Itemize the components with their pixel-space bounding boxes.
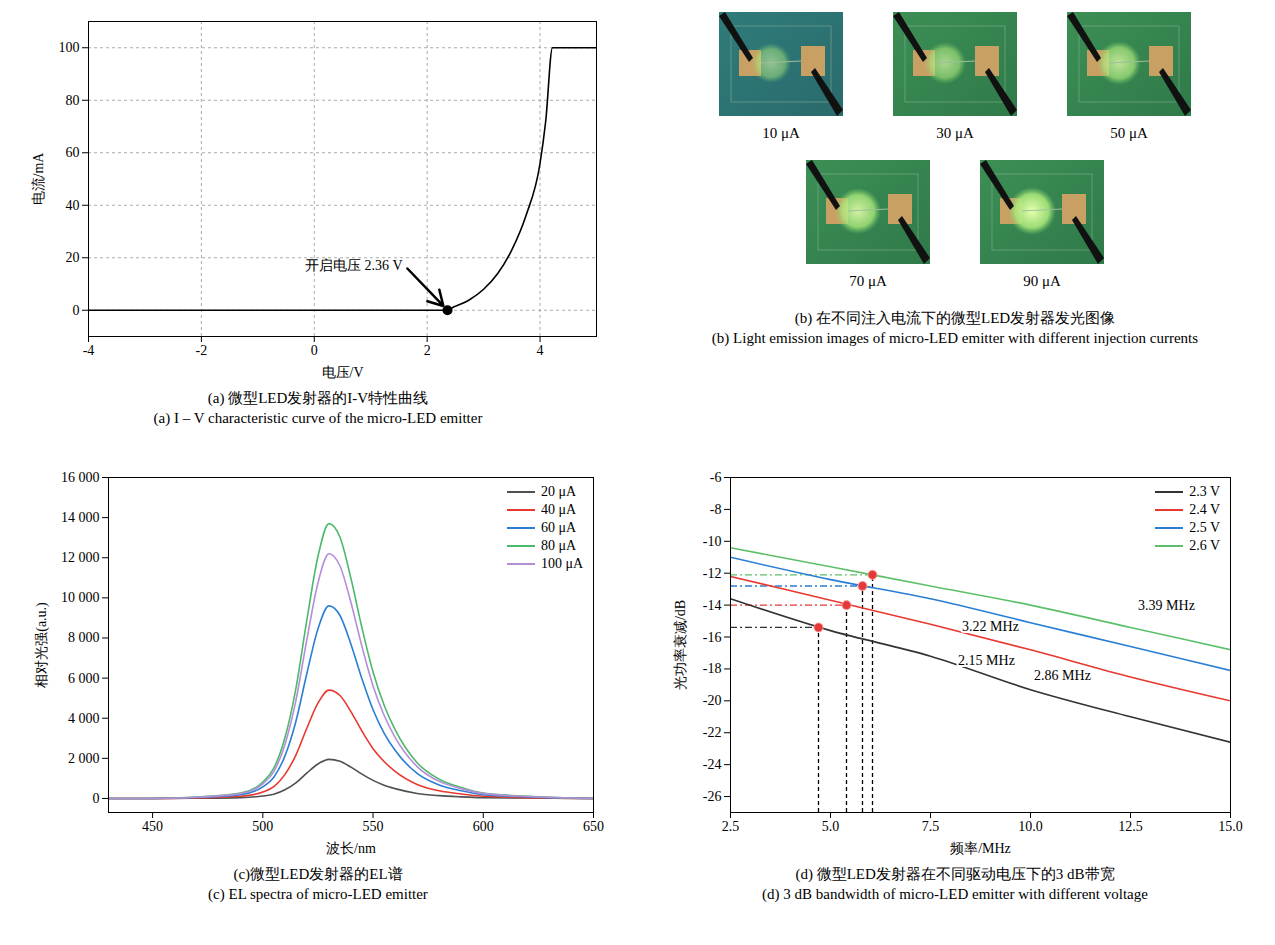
- svg-text:2: 2: [424, 343, 431, 358]
- svg-text:-8: -8: [710, 502, 722, 517]
- svg-text:-20: -20: [703, 693, 722, 708]
- svg-text:2.5: 2.5: [722, 819, 740, 834]
- svg-text:-22: -22: [703, 725, 722, 740]
- html-text:(d) 微型LED发射器在不同驱动电压下的3 dB带宽: (d) 微型LED发射器在不同驱动电压下的3 dB带宽: [795, 866, 1115, 882]
- svg-text:20: 20: [66, 250, 80, 265]
- svg-text:10 μA: 10 μA: [762, 125, 800, 141]
- svg-text:0: 0: [93, 791, 100, 806]
- svg-text:100: 100: [59, 40, 80, 55]
- svg-text:50 μA: 50 μA: [1110, 125, 1148, 141]
- html-text:2.5 V: 2.5 V: [1189, 520, 1220, 535]
- svg-text:-16: -16: [703, 630, 722, 645]
- svg-text:40: 40: [66, 198, 80, 213]
- html-text:40 μA: 40 μA: [540, 502, 576, 517]
- svg-text:3.39 MHz: 3.39 MHz: [1138, 598, 1195, 613]
- svg-text:0: 0: [73, 303, 80, 318]
- svg-text:650: 650: [583, 819, 604, 834]
- svg-text:4: 4: [537, 343, 544, 358]
- svg-text:电流/mA: 电流/mA: [31, 152, 46, 206]
- html-text:100 μA: 100 μA: [540, 556, 583, 571]
- svg-text:16 000: 16 000: [61, 470, 100, 485]
- svg-text:光功率衰减/dB: 光功率衰减/dB: [673, 600, 688, 690]
- html-text:20 μA: 20 μA: [540, 484, 576, 499]
- svg-text:4 000: 4 000: [68, 711, 100, 726]
- svg-text:3.22 MHz: 3.22 MHz: [962, 619, 1019, 634]
- svg-text:30 μA: 30 μA: [936, 125, 974, 141]
- svg-text:10.0: 10.0: [1018, 819, 1043, 834]
- svg-text:60: 60: [66, 145, 80, 160]
- html-text:2.4 V: 2.4 V: [1189, 502, 1220, 517]
- svg-text:频率/MHz: 频率/MHz: [950, 841, 1011, 856]
- html-text:60 μA: 60 μA: [540, 520, 576, 535]
- html-text:80 μA: 80 μA: [540, 538, 576, 553]
- svg-text:2.15 MHz: 2.15 MHz: [958, 653, 1015, 668]
- svg-text:500: 500: [252, 819, 273, 834]
- svg-text:2.86 MHz: 2.86 MHz: [1034, 668, 1091, 683]
- svg-text:80: 80: [66, 93, 80, 108]
- svg-text:波长/nm: 波长/nm: [326, 841, 376, 856]
- svg-text:开启电压 2.36 V: 开启电压 2.36 V: [305, 258, 403, 273]
- svg-text:2 000: 2 000: [68, 751, 100, 766]
- svg-text:-6: -6: [710, 470, 722, 485]
- svg-text:70 μA: 70 μA: [849, 273, 887, 289]
- html-text:(c)微型LED发射器的EL谱: (c)微型LED发射器的EL谱: [233, 866, 403, 882]
- svg-text:14 000: 14 000: [61, 510, 100, 525]
- svg-text:-12: -12: [703, 566, 722, 581]
- svg-text:15.0: 15.0: [1218, 819, 1243, 834]
- html-text:(a) I – V characteristic curve: (a) I – V characteristic curve of the mi…: [153, 410, 483, 426]
- svg-text:-26: -26: [703, 789, 722, 804]
- svg-text:电压/V: 电压/V: [322, 365, 364, 380]
- html-text:2.3 V: 2.3 V: [1189, 484, 1220, 499]
- html-text:(b) 在不同注入电流下的微型LED发射器发光图像: (b) 在不同注入电流下的微型LED发射器发光图像: [794, 310, 1116, 326]
- svg-text:-4: -4: [83, 343, 95, 358]
- html-text:(b) Light emission images of m: (b) Light emission images of micro-LED e…: [711, 330, 1199, 346]
- svg-text:相对光强(a.u.): 相对光强(a.u.): [34, 602, 50, 688]
- svg-text:-18: -18: [703, 661, 722, 676]
- html-text:(d) 3 dB bandwidth of micro-LE: (d) 3 dB bandwidth of micro-LED emitter …: [762, 886, 1148, 902]
- svg-text:450: 450: [142, 819, 163, 834]
- svg-text:10 000: 10 000: [61, 590, 100, 605]
- svg-text:12.5: 12.5: [1118, 819, 1143, 834]
- html-text:2.6 V: 2.6 V: [1189, 538, 1220, 553]
- svg-text:550: 550: [363, 819, 384, 834]
- html-text:(c) EL spectra of micro-LED em: (c) EL spectra of micro-LED emitter: [208, 886, 428, 902]
- svg-text:-14: -14: [703, 598, 722, 613]
- svg-text:8 000: 8 000: [68, 630, 100, 645]
- svg-text:-2: -2: [196, 343, 208, 358]
- svg-text:5.0: 5.0: [822, 819, 840, 834]
- html-text:(a) 微型LED发射器的I-V特性曲线: (a) 微型LED发射器的I-V特性曲线: [207, 390, 429, 406]
- svg-text:600: 600: [473, 819, 494, 834]
- svg-text:12 000: 12 000: [61, 550, 100, 565]
- svg-text:90 μA: 90 μA: [1023, 273, 1061, 289]
- svg-text:-10: -10: [703, 534, 722, 549]
- svg-text:0: 0: [311, 343, 318, 358]
- svg-text:6 000: 6 000: [68, 671, 100, 686]
- svg-text:7.5: 7.5: [922, 819, 940, 834]
- svg-text:-24: -24: [703, 757, 722, 772]
